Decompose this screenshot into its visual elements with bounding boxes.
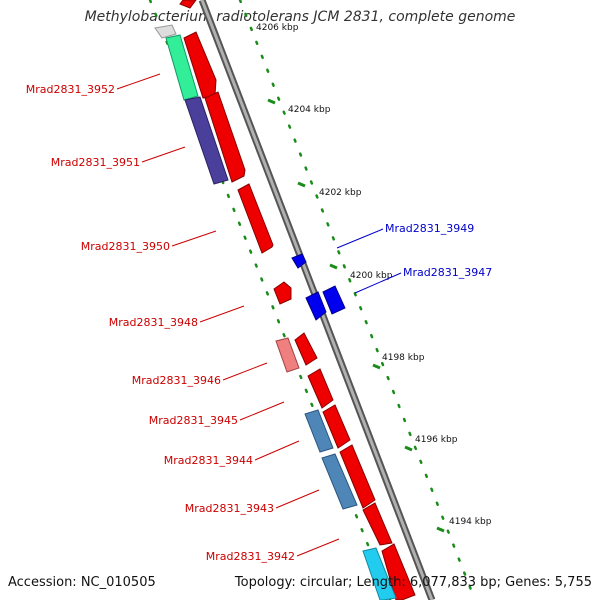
scale-tick-label: 4206 kbp xyxy=(256,23,299,33)
gene-inner xyxy=(184,96,229,185)
gene-forward xyxy=(237,183,274,254)
leader-line xyxy=(239,401,285,421)
gene-label: Mrad2831_3946 xyxy=(132,374,221,387)
gene-inner xyxy=(275,337,300,373)
tick-mark xyxy=(436,526,445,533)
gene-inner xyxy=(362,547,397,600)
gene-label: Mrad2831_3947 xyxy=(403,266,492,279)
inner-track-genes xyxy=(154,24,397,600)
gene-inner xyxy=(321,453,358,510)
map-title: Methylobacterium radiotolerans JCM 2831,… xyxy=(84,9,516,25)
leader-line xyxy=(354,272,402,294)
gene-label: Mrad2831_3948 xyxy=(109,316,198,329)
accession-text: Accession: NC_010505 xyxy=(8,575,156,590)
scale-ticks xyxy=(267,98,445,533)
leader-line xyxy=(336,228,384,249)
tick-mark xyxy=(267,98,276,105)
gene-forward xyxy=(204,91,246,183)
leader-line xyxy=(116,73,161,90)
gene-reverse xyxy=(305,291,327,321)
leader-line xyxy=(275,489,320,509)
gene-forward xyxy=(322,404,351,449)
scale-tick-label: 4200 kbp xyxy=(350,271,393,281)
gene-label: Mrad2831_3943 xyxy=(185,502,274,515)
tick-mark xyxy=(329,263,338,270)
gene-label: Mrad2831_3952 xyxy=(26,83,115,96)
gene-reverse xyxy=(322,285,346,315)
tick-mark xyxy=(404,445,413,452)
gene-forward xyxy=(273,281,292,305)
gene-label: Mrad2831_3951 xyxy=(51,156,140,169)
gene-label: Mrad2831_3942 xyxy=(206,550,295,563)
gene-label: Mrad2831_3950 xyxy=(81,240,170,253)
leader-line xyxy=(254,440,300,461)
scale-tick-label: 4194 kbp xyxy=(449,517,492,527)
gene-label: Mrad2831_3949 xyxy=(385,222,474,235)
scale-tick-label: 4196 kbp xyxy=(415,435,458,445)
outer-scale-dots xyxy=(238,0,477,600)
gene-forward xyxy=(339,444,376,509)
reverse-strand-genes xyxy=(291,253,346,321)
tick-mark xyxy=(372,363,381,370)
forward-strand-genes xyxy=(179,0,416,600)
gene-forward xyxy=(362,502,393,546)
scale-tick-label: 4202 kbp xyxy=(319,188,362,198)
leader-line xyxy=(222,362,268,381)
gene-reverse xyxy=(291,253,307,269)
leader-line xyxy=(199,305,245,323)
gene-inner xyxy=(154,24,177,39)
tick-mark xyxy=(297,181,306,188)
leader-line xyxy=(141,146,186,163)
scale-tick-label: 4198 kbp xyxy=(382,353,425,363)
gene-forward xyxy=(179,0,197,9)
label-leader-lines xyxy=(116,73,402,557)
gene-label: Mrad2831_3945 xyxy=(149,414,238,427)
topology-text: Topology: circular; Length: 6,077,833 bp… xyxy=(234,575,592,590)
gene-forward xyxy=(307,368,334,409)
gene-inner xyxy=(304,409,334,453)
leader-line xyxy=(296,538,340,557)
gene-label: Mrad2831_3944 xyxy=(164,454,253,467)
gene-inner xyxy=(165,34,199,101)
outer-scale-circle xyxy=(238,0,477,600)
gene-forward xyxy=(294,332,318,366)
scale-tick-label: 4204 kbp xyxy=(288,105,331,115)
gene-forward xyxy=(183,31,217,99)
leader-line xyxy=(171,230,217,247)
